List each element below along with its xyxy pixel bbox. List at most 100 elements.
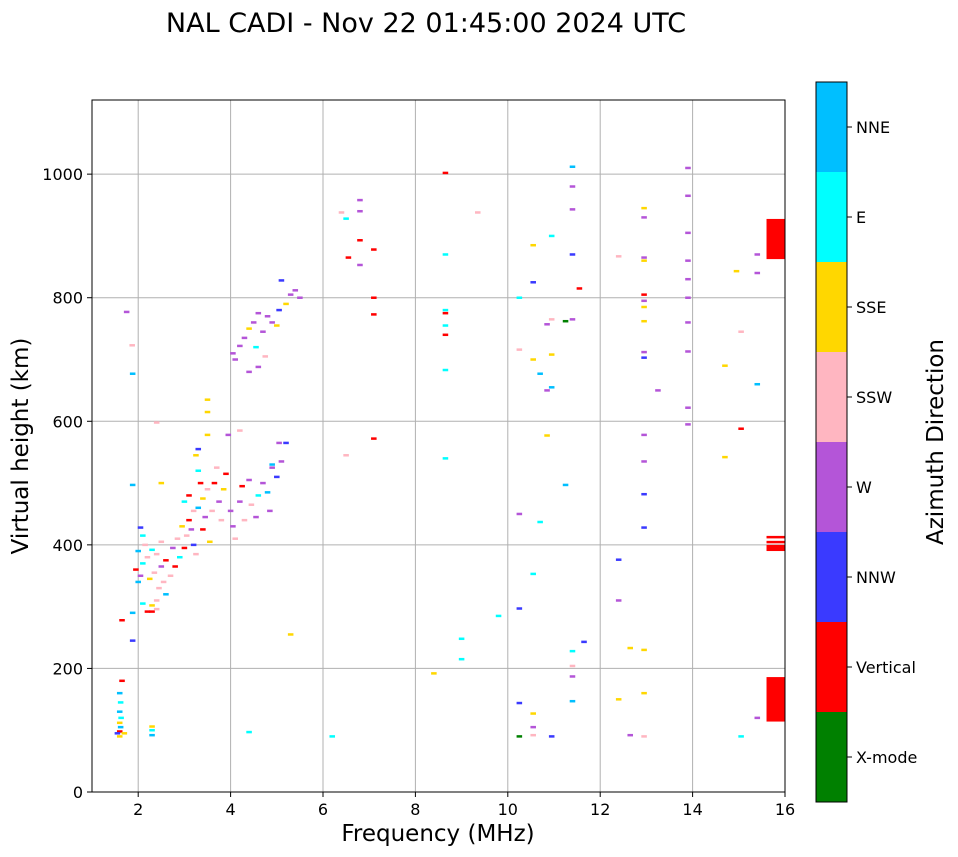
y-tick-label: 800 [52,289,83,308]
data-point [195,469,202,472]
data-point [137,526,144,529]
data-point [117,701,124,704]
data-point [153,607,160,611]
data-point [641,648,647,652]
data-point [133,568,139,571]
data-point [685,321,691,324]
data-point [149,728,155,732]
data-point [283,302,289,306]
data-point [641,356,647,359]
data-point [343,217,349,220]
data-point [685,423,691,426]
data-point [548,735,555,738]
data-point [530,243,536,247]
data-point [119,619,125,622]
data-point [116,730,123,733]
data-point [117,725,124,729]
data-point [227,509,234,513]
data-point [146,577,153,581]
data-point [188,528,195,531]
data-point [167,574,174,578]
data-point [544,434,550,437]
x-axis-label: Frequency (MHz) [341,821,534,847]
data-point [200,528,206,531]
data-point [181,500,188,503]
x-tick-label: 14 [682,800,702,819]
data-point [260,330,266,333]
data-point [121,732,128,735]
data-point [641,319,647,323]
data-point [371,296,377,299]
data-point [287,293,294,296]
data-point [442,171,449,175]
data-point [442,308,449,312]
data-point [738,330,744,333]
data-point [292,289,299,292]
colorbar-label-x-mode: X-mode [856,748,917,767]
data-point [264,315,271,318]
data-point [237,500,243,503]
data-point [202,515,208,519]
data-point [766,535,785,539]
colorbar-label-ssw: SSW [856,388,892,407]
data-point [641,691,647,695]
data-point [193,552,199,556]
data-point [204,410,211,414]
data-point [516,735,523,738]
data-point [204,398,211,401]
data-point [641,460,647,463]
data-point [562,483,569,487]
data-point [183,534,190,537]
data-point [442,457,449,460]
data-point [627,733,634,737]
data-point [269,321,275,324]
data-point [158,540,165,544]
data-point [204,433,211,437]
data-point [177,555,183,559]
data-points [114,165,785,738]
data-point [264,491,271,494]
data-point [204,488,211,491]
data-point [641,206,647,210]
data-point [641,735,647,738]
data-point [615,558,622,561]
data-point [172,565,178,568]
data-point [149,610,155,613]
data-point [149,725,155,728]
data-point [641,526,647,529]
data-point [137,574,144,578]
data-point [230,525,236,528]
data-point [129,611,136,615]
data-point [371,313,377,316]
data-point [569,664,576,668]
data-point [343,454,349,457]
data-point [357,198,363,202]
data-point [218,518,225,522]
data-point [186,518,192,522]
grid-lines [92,100,785,792]
data-point [129,372,136,375]
data-point [116,710,123,713]
data-point [371,437,377,440]
data-point [754,716,761,720]
x-tick-label: 16 [775,800,795,819]
data-point [458,657,465,661]
data-point [530,733,536,737]
colorbar-swatch-sse [816,262,847,352]
colorbar-label-nnw: NNW [856,568,896,587]
data-point [357,209,363,213]
data-point [569,318,576,321]
colorbar-swatch-nnw [816,532,847,622]
data-point [142,543,148,547]
data-point [431,672,437,675]
data-point [153,599,160,602]
x-axis-ticks: 2 4 6 8 10 12 14 16 [133,792,795,819]
colorbar-swatch-nne [816,82,847,172]
data-point [641,259,647,262]
data-point [766,218,785,260]
data-point [685,194,691,198]
data-point [615,599,622,602]
data-point [151,571,158,574]
data-point [297,296,303,299]
